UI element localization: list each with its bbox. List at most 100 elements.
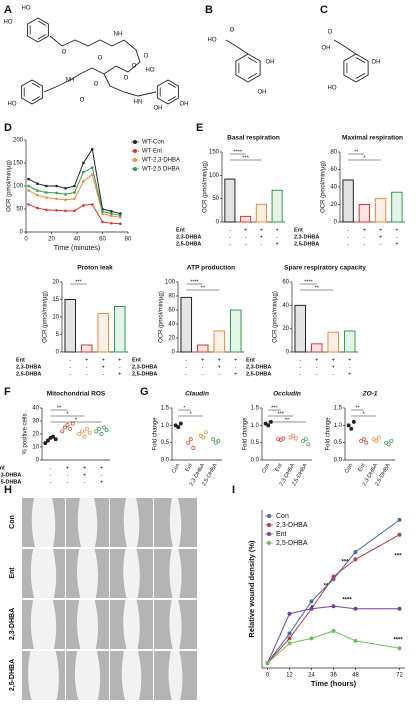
legend-label: WT-2,3-DHBA [142, 158, 180, 164]
treatment-sign: - [67, 472, 69, 478]
wound-gap [169, 549, 182, 598]
treatment-sign: + [379, 227, 382, 233]
treatment-name: Ent [176, 227, 185, 233]
bar [255, 203, 267, 223]
data-point [68, 426, 73, 431]
y-axis-label: Relative wound density (%) [247, 540, 256, 638]
data-point [173, 423, 178, 428]
treatment-sign: - [347, 234, 349, 240]
bar [196, 344, 209, 353]
treatment-sign: - [347, 241, 349, 247]
significance: * [363, 155, 366, 161]
data-point [397, 646, 402, 651]
y-tick-label: 150 [13, 161, 24, 167]
y-tick-label: 80 [330, 150, 337, 156]
panel-label: A [4, 4, 12, 16]
chart-title: Claudin [185, 391, 209, 398]
treatment-sign: + [260, 227, 263, 233]
treatment-sign: - [245, 234, 247, 240]
data-point [27, 203, 30, 206]
treatment-name: 2,5-DHBA [294, 241, 319, 247]
y-tick-label: 5 [56, 332, 60, 338]
significance: * [190, 411, 193, 417]
treatment-sign: - [185, 357, 187, 363]
data-point [287, 631, 292, 636]
y-axis-label: Fold change [153, 417, 159, 451]
significance: **** [393, 638, 403, 644]
bond [167, 82, 176, 88]
y-tick-label: 100 [209, 173, 220, 179]
treatment-sign: - [102, 371, 104, 377]
treatment-sign: - [50, 465, 52, 471]
x-tick-label: Ent [184, 462, 194, 473]
data-point [36, 193, 39, 197]
data-point [64, 198, 67, 202]
treatment-sign: + [379, 234, 382, 240]
treatment-sign: + [102, 364, 105, 370]
wound-gap [30, 600, 57, 649]
significance: **** [342, 598, 352, 604]
significance: * [183, 405, 186, 411]
data-point [73, 209, 76, 213]
bond [355, 57, 366, 64]
data-point [36, 189, 39, 192]
y-tick-label: 0.5 [334, 440, 343, 446]
ring [235, 53, 261, 83]
ring [343, 53, 369, 83]
treatment-sign: - [245, 241, 247, 247]
bond [355, 72, 366, 79]
significance: *** [271, 405, 278, 411]
significance: ** [324, 584, 329, 590]
data-point [119, 212, 122, 215]
bar [327, 331, 340, 353]
data-point [99, 432, 104, 436]
data-point [353, 557, 358, 562]
treatment-sign: + [118, 357, 121, 363]
atom-label: OH [154, 106, 163, 112]
treatment-sign: + [276, 227, 279, 233]
bond [167, 96, 176, 102]
y-axis-label: Fold change [243, 417, 249, 451]
bar [80, 344, 93, 353]
y-axis-label: Fold change [326, 417, 332, 451]
panel-label: H [4, 484, 12, 496]
atom-label: NH [114, 32, 123, 38]
data-point [211, 437, 216, 442]
treatment-sign: - [202, 371, 204, 377]
treatment-name: 2,5-DHBA [176, 241, 201, 247]
y-tick-label: 10 [32, 445, 39, 451]
row-label: 2,5-DHBA [9, 659, 16, 691]
legend-marker [133, 167, 137, 171]
y-tick-label: 30 [32, 419, 39, 425]
atom-label: HO [146, 68, 155, 74]
chart-title: Proton leak [77, 265, 113, 272]
treatment-sign: + [118, 371, 121, 377]
atom-label: O [94, 82, 99, 88]
data-point [110, 210, 113, 213]
atom-label: OH [372, 60, 381, 66]
treatment-sign: - [67, 479, 69, 485]
significance: * [363, 411, 366, 417]
y-tick-label: 1.0 [251, 423, 260, 429]
data-point [70, 421, 75, 426]
data-point [287, 611, 292, 616]
y-tick-label: 50 [212, 196, 219, 202]
significance: **** [233, 149, 242, 155]
data-point [201, 435, 206, 440]
x-tick-label: 24 [308, 673, 315, 679]
atom-label: O [80, 98, 85, 104]
significance: *** [394, 554, 402, 560]
x-tick-label: Ent [357, 462, 367, 473]
y-axis-label: OCR (pmol/min/µg) [159, 291, 165, 343]
significance: ** [354, 149, 359, 155]
panel-label: C [320, 4, 328, 16]
data-point [353, 606, 358, 611]
data-point [188, 437, 193, 442]
data-point [43, 441, 48, 446]
series-line [267, 519, 400, 664]
y-tick-label: 1.5 [161, 406, 170, 412]
data-point [359, 438, 364, 443]
treatment-name: 2,3-DHBA [246, 364, 271, 370]
data-point [87, 430, 92, 435]
treatment-sign: + [260, 234, 263, 240]
